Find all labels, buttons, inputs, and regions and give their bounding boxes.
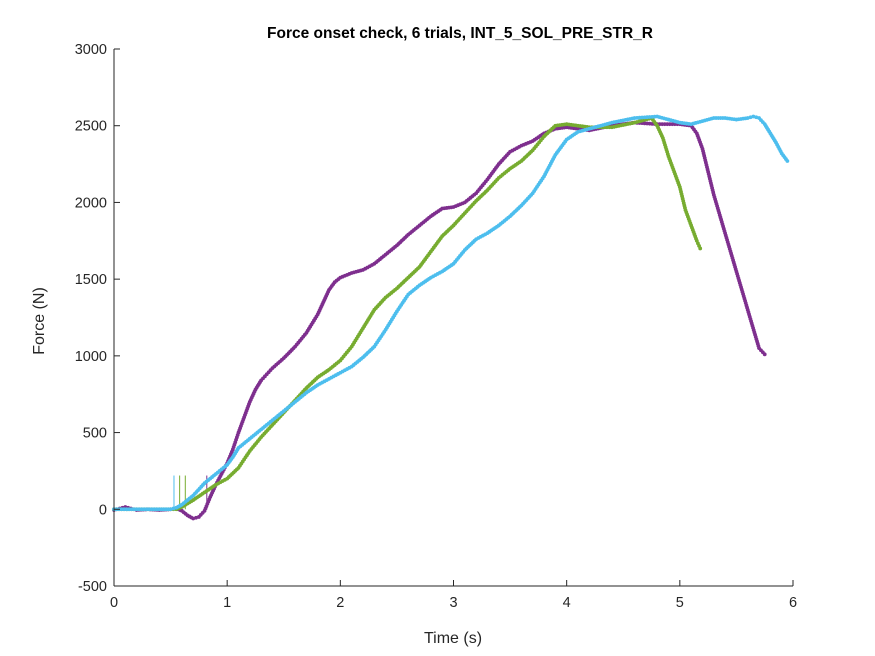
y-tick-label: -500	[78, 579, 107, 595]
x-ticks: 0 1 2 3 4 5 6	[110, 580, 797, 611]
series	[112, 116, 703, 512]
x-tick-label: 3	[449, 595, 457, 611]
x-axis-label: Time (s)	[424, 630, 482, 647]
data-point	[785, 159, 790, 163]
y-tick-label: 1000	[75, 349, 107, 365]
x-tick-label: 6	[789, 595, 797, 611]
y-ticks: -500 0 500 1000 1500 2000 2500 3000	[75, 42, 120, 595]
plot-area	[112, 114, 790, 521]
x-tick-label: 4	[563, 595, 571, 611]
data-point	[762, 352, 767, 357]
data-series	[112, 114, 790, 521]
x-tick-label: 0	[110, 595, 118, 611]
x-tick-label: 1	[223, 595, 231, 611]
y-tick-label: 500	[83, 426, 107, 442]
y-tick-label: 2500	[75, 119, 107, 135]
series	[112, 114, 790, 512]
y-axis-label: Force (N)	[31, 287, 48, 355]
y-tick-label: 2000	[75, 195, 107, 211]
x-tick-label: 2	[336, 595, 344, 611]
x-tick-label: 5	[676, 595, 684, 611]
y-tick-label: 1500	[75, 272, 107, 288]
y-tick-label: 3000	[75, 42, 107, 58]
chart-title: Force onset check, 6 trials, INT_5_SOL_P…	[267, 25, 653, 42]
data-point	[698, 246, 703, 251]
y-tick-label: 0	[99, 502, 107, 518]
